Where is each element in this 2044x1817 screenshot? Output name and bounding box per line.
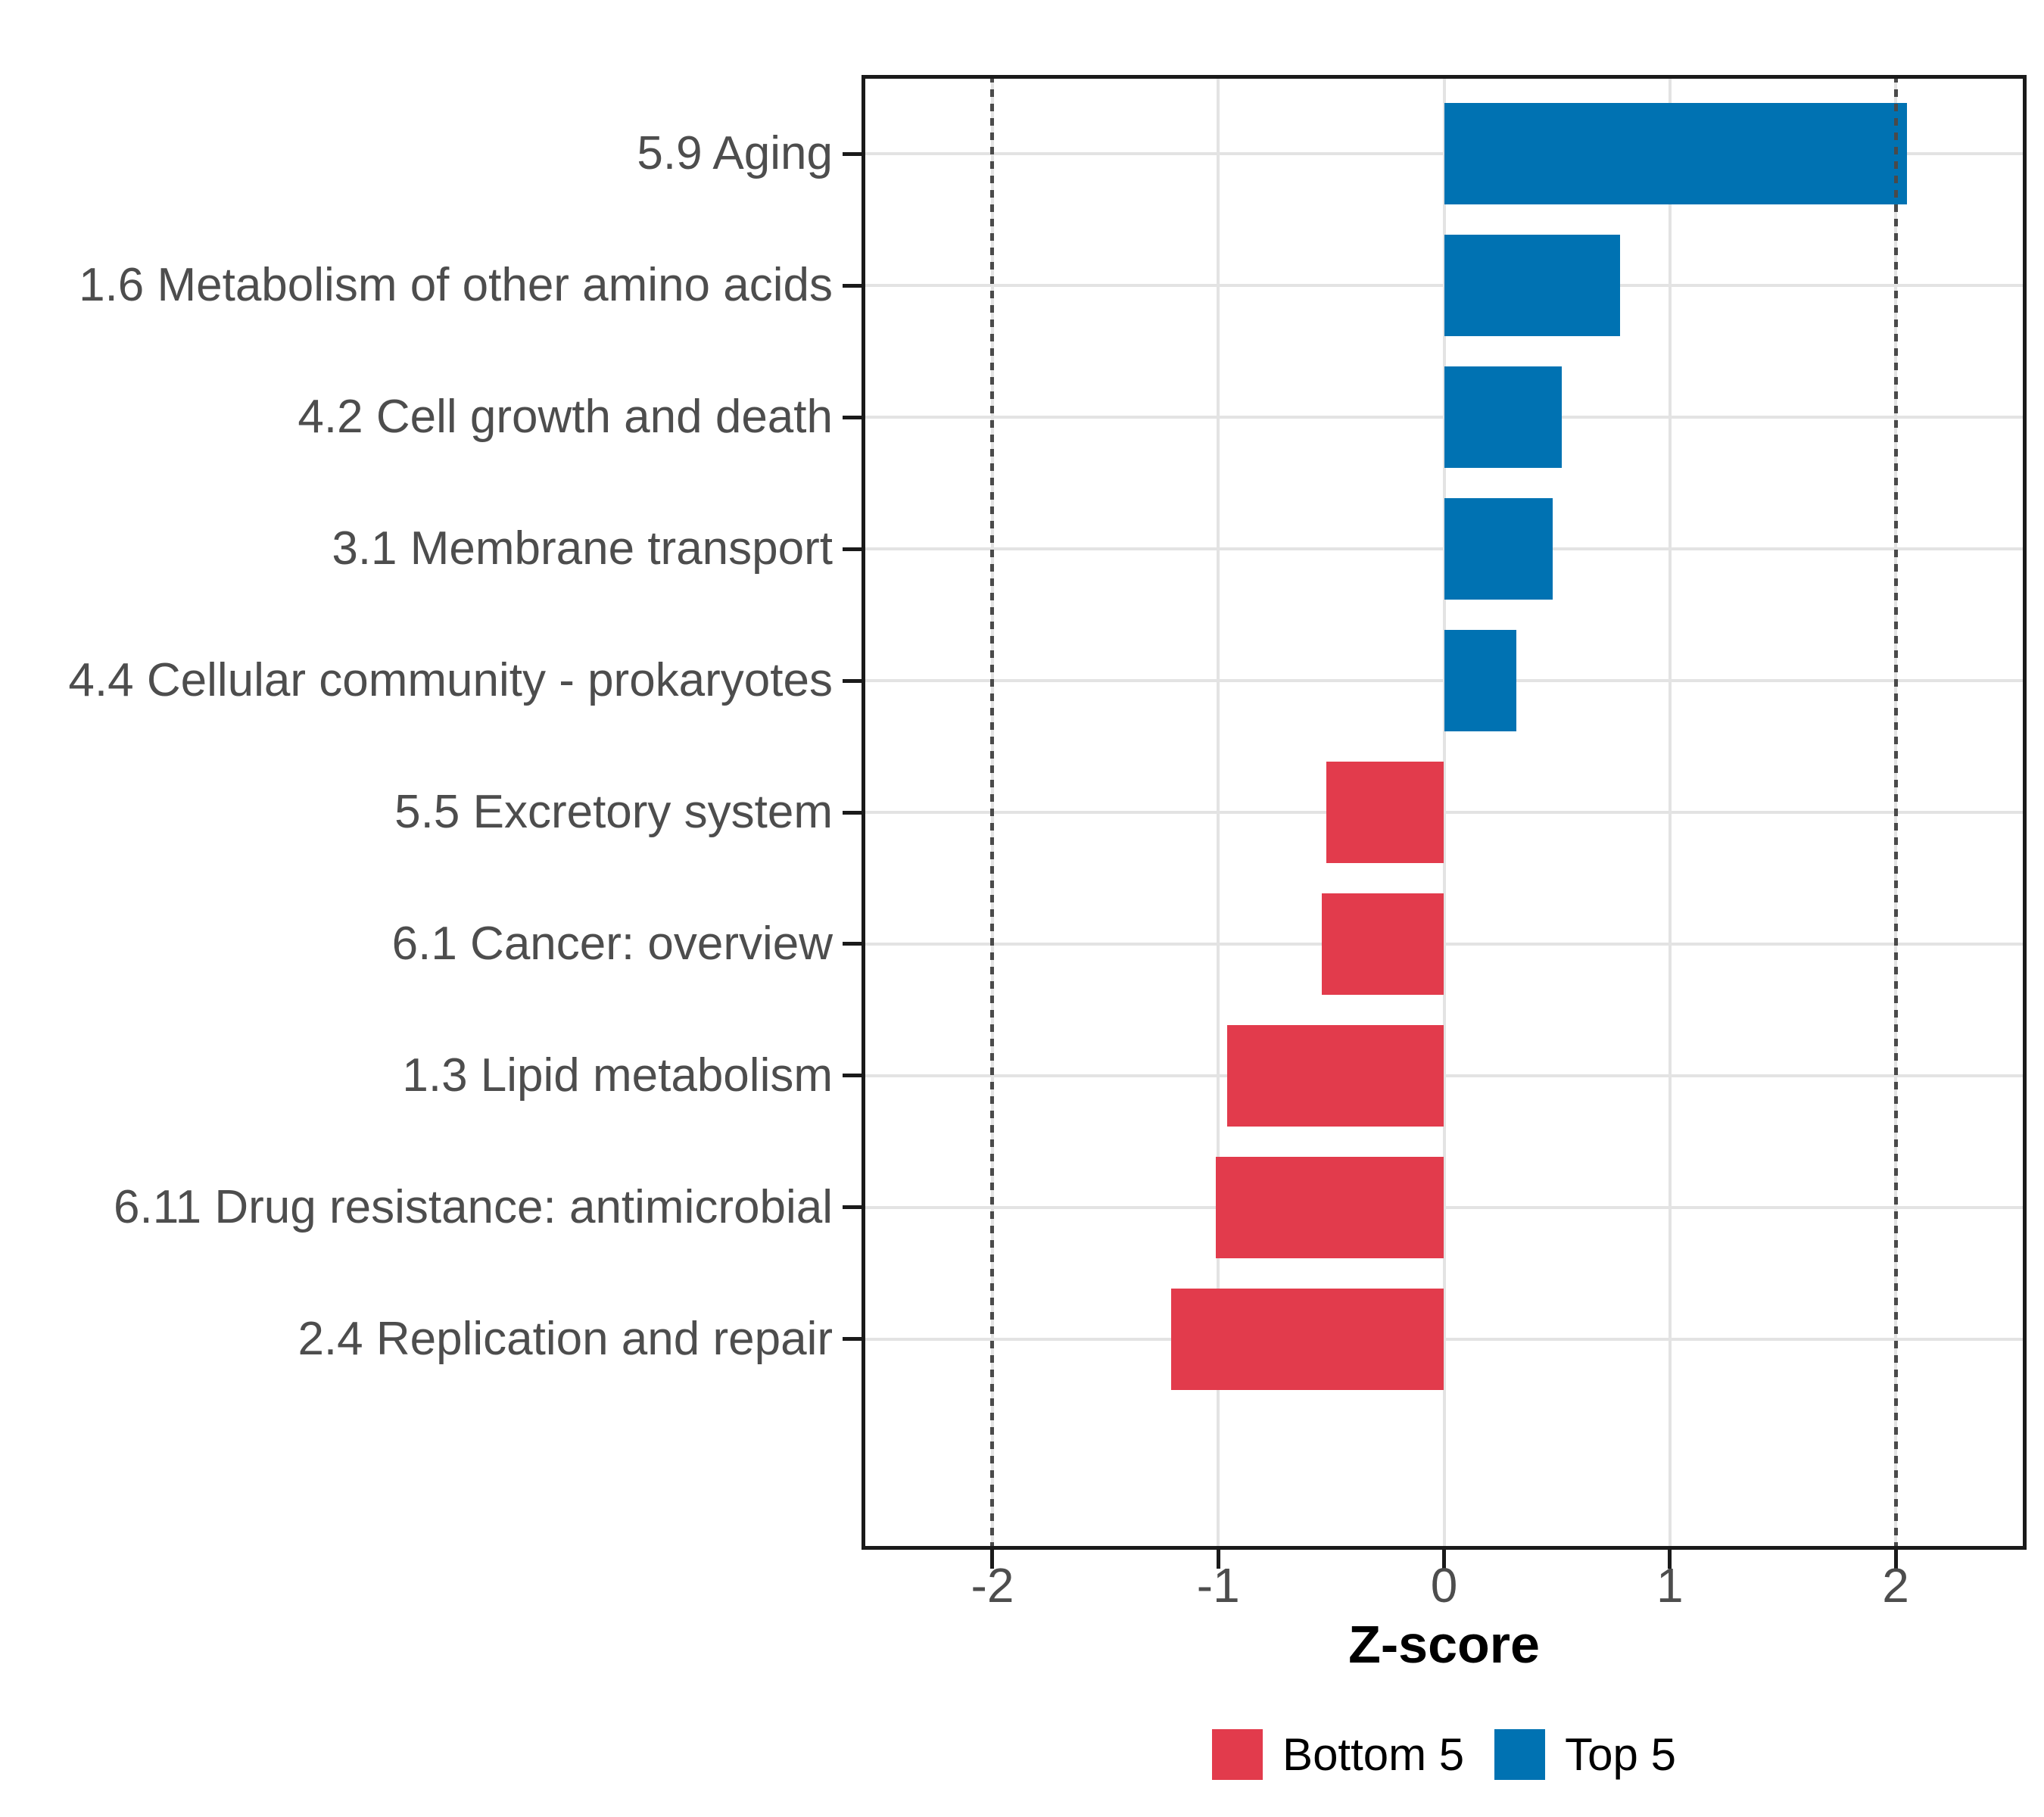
y-axis-label: 6.11 Drug resistance: antimicrobial: [114, 1180, 833, 1233]
y-axis-tick: [843, 151, 862, 156]
legend-item-top5: Top 5: [1494, 1728, 1676, 1781]
gridline-x: [1668, 75, 1672, 1550]
legend-label-bottom5: Bottom 5: [1282, 1728, 1465, 1780]
legend-item-bottom5: Bottom 5: [1212, 1728, 1464, 1781]
reference-line: [1893, 75, 1898, 1550]
y-axis-tick: [843, 1205, 862, 1210]
y-axis-label: 4.2 Cell growth and death: [298, 391, 833, 444]
legend: Bottom 5 Top 5: [862, 1713, 2027, 1796]
x-tick-label: 1: [1656, 1558, 1684, 1613]
x-axis-tick: [1216, 1550, 1220, 1569]
y-axis-label: 2.4 Replication and repair: [298, 1312, 833, 1365]
x-tick-label: 0: [1430, 1558, 1458, 1613]
bar: [1170, 1288, 1444, 1390]
bar: [1444, 103, 1907, 205]
y-axis-label: 4.4 Cellular community - prokaryotes: [68, 654, 833, 707]
y-axis-label: 5.5 Excretory system: [394, 786, 833, 838]
x-axis-tick: [1442, 1550, 1446, 1569]
y-axis-label: 1.6 Metabolism of other amino acids: [79, 259, 833, 312]
bar: [1444, 366, 1562, 469]
bar: [1444, 235, 1621, 337]
y-axis-label: 3.1 Membrane transport: [332, 522, 833, 575]
x-axis-tick: [1668, 1550, 1672, 1569]
y-axis-label: 5.9 Aging: [637, 127, 833, 180]
bar: [1227, 1024, 1444, 1127]
y-axis-label: 6.1 Cancer: overview: [391, 917, 833, 970]
y-axis-tick: [843, 415, 862, 419]
bar: [1326, 762, 1444, 863]
bar: [1444, 498, 1553, 600]
plot-panel: [862, 75, 2027, 1550]
y-axis-tick: [843, 942, 862, 946]
y-axis-tick: [843, 810, 862, 815]
y-axis-tick: [843, 1074, 862, 1078]
x-axis-title: Z-score: [1348, 1615, 1540, 1674]
y-axis-tick: [843, 1337, 862, 1342]
legend-swatch-bottom5: [1212, 1728, 1263, 1780]
x-tick-label: -2: [971, 1558, 1014, 1613]
x-axis-tick: [990, 1550, 995, 1569]
y-axis-tick: [843, 283, 862, 288]
y-axis-label: 1.3 Lipid metabolism: [402, 1049, 833, 1102]
gridline-x: [1442, 75, 1446, 1550]
x-axis-tick: [1893, 1550, 1898, 1569]
legend-label-top5: Top 5: [1565, 1728, 1676, 1780]
bar: [1444, 630, 1516, 732]
bar: [1216, 1156, 1444, 1258]
x-tick-label: 2: [1882, 1558, 1909, 1613]
legend-swatch-top5: [1494, 1728, 1546, 1780]
gridline-x: [1217, 75, 1220, 1550]
reference-line: [990, 75, 995, 1550]
y-axis-tick: [843, 547, 862, 551]
x-tick-label: -1: [1196, 1558, 1240, 1613]
y-axis-tick: [843, 678, 862, 683]
bar: [1322, 893, 1444, 995]
